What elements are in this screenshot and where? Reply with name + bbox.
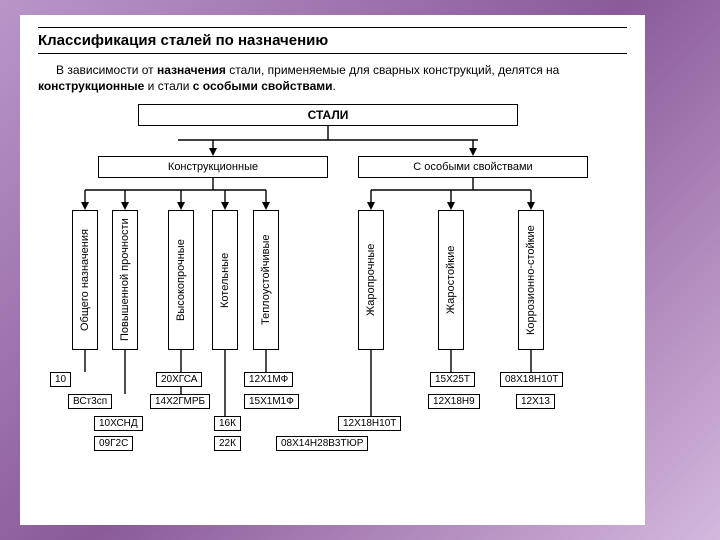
intro-p1: В зависимости от	[56, 63, 157, 77]
intro-b1: назначения	[157, 63, 226, 77]
node-root: СТАЛИ	[138, 104, 518, 126]
cat-corrosion: Коррозионно-стойкие	[518, 210, 544, 350]
cat-general: Общего назначения	[72, 210, 98, 350]
grade-14h2gmrb: 14Х2ГМРБ	[150, 394, 210, 409]
grade-09g2s: 09Г2С	[94, 436, 133, 451]
grade-08h14: 08Х14Н28В3ТЮР	[276, 436, 368, 451]
intro-p4: .	[333, 79, 336, 93]
intro-text: В зависимости от назначения стали, приме…	[38, 62, 627, 94]
intro-p2: стали, применяемые для сварных конструкц…	[226, 63, 559, 77]
cat-strength: Повышенной прочности	[112, 210, 138, 350]
cat-scale: Жаростойкие	[438, 210, 464, 350]
grade-08h18n10t: 08Х18Н10Т	[500, 372, 563, 387]
grade-12h13: 12Х13	[516, 394, 555, 409]
cat-highstrength: Высокопрочные	[168, 210, 194, 350]
cat-heatproof: Жаропрочные	[358, 210, 384, 350]
intro-b2: конструкционные	[38, 79, 144, 93]
grade-15h25t: 15Х25Т	[430, 372, 475, 387]
grade-15h1m1f: 15Х1М1Ф	[244, 394, 299, 409]
page: Классификация сталей по назначению В зав…	[20, 15, 645, 525]
grade-12h1mf: 12Х1МФ	[244, 372, 293, 387]
grade-10: 10	[50, 372, 71, 387]
diagram: СТАЛИ Конструкционные С особыми свойства…	[38, 104, 627, 504]
grade-12h18n9: 12Х18Н9	[428, 394, 480, 409]
node-konstr: Конструкционные	[98, 156, 328, 178]
grade-22k: 22К	[214, 436, 241, 451]
grade-vst3: ВСт3сп	[68, 394, 112, 409]
grade-12h18n10t: 12Х18Н10Т	[338, 416, 401, 431]
grade-16k: 16К	[214, 416, 241, 431]
node-special: С особыми свойствами	[358, 156, 588, 178]
cat-heatresist: Теплоустойчивые	[253, 210, 279, 350]
grade-20hgsa: 20ХГСА	[156, 372, 202, 387]
cat-boiler: Котельные	[212, 210, 238, 350]
intro-p3: и стали	[144, 79, 192, 93]
page-title: Классификация сталей по назначению	[38, 30, 627, 54]
intro-b3: с особыми свойствами	[193, 79, 333, 93]
grade-10hsnd: 10ХСНД	[94, 416, 143, 431]
title-rule-top	[38, 27, 627, 28]
